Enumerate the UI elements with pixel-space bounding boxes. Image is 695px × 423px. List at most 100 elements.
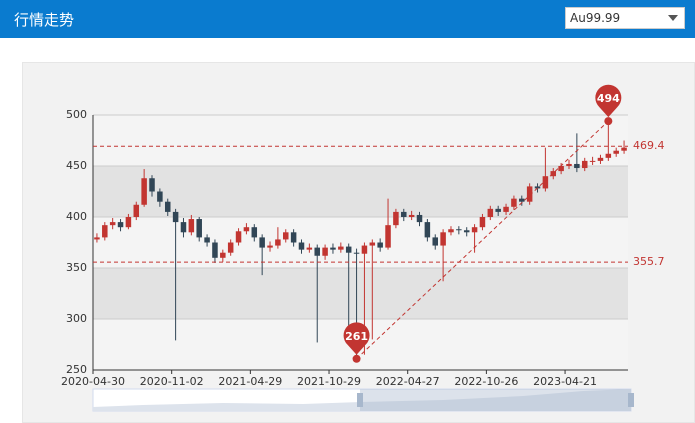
candle-body	[188, 219, 195, 233]
candle-body	[196, 219, 202, 238]
split-area	[93, 268, 628, 319]
candle-body	[306, 247, 313, 250]
mark-line-label: 469.4	[633, 139, 665, 152]
candle-body	[369, 242, 376, 246]
header-bar: 行情走势 Au99.99	[0, 0, 695, 38]
candle-body	[172, 211, 179, 223]
candle-body	[109, 222, 116, 226]
y-tick-label: 250	[66, 363, 87, 376]
split-area	[93, 166, 628, 217]
candle-body	[227, 242, 234, 253]
candle-body	[235, 231, 242, 243]
candle-body	[141, 178, 147, 205]
candle-body	[275, 239, 281, 246]
candle-body	[495, 208, 501, 212]
candle-body	[204, 237, 210, 243]
x-tick-label: 2023-04-21	[533, 375, 597, 388]
candle-body	[542, 176, 549, 189]
candle-body	[471, 227, 478, 233]
zoom-handle[interactable]	[628, 393, 634, 407]
candle-body	[251, 227, 258, 238]
mark-point-dot	[352, 354, 361, 363]
candle-body	[345, 246, 352, 253]
x-tick-label: 2022-04-27	[376, 375, 440, 388]
candle-body	[243, 227, 250, 232]
candle-body	[338, 246, 344, 250]
mark-point-label: 261	[345, 330, 368, 343]
candle-body	[613, 150, 619, 154]
candle-body	[157, 191, 163, 202]
mark-point-label: 494	[597, 92, 620, 105]
split-area	[93, 115, 628, 166]
y-tick-label: 400	[66, 210, 87, 223]
candle-body	[102, 225, 108, 238]
candle-body	[440, 232, 446, 246]
candle-body	[479, 217, 486, 228]
candle-body	[534, 186, 541, 189]
candle-body	[408, 214, 415, 217]
y-tick-label: 350	[66, 261, 87, 274]
candle-body	[290, 232, 297, 243]
candle-body	[353, 252, 360, 254]
x-tick-label: 2022-10-26	[454, 375, 518, 388]
candle-body	[448, 229, 454, 233]
candle-body	[574, 163, 580, 169]
candle-body	[526, 186, 533, 202]
zoom-handle[interactable]	[357, 393, 363, 407]
candle-body	[424, 222, 431, 238]
candle-body	[125, 217, 132, 228]
x-tick-label: 2020-11-02	[140, 375, 204, 388]
x-tick-label: 2021-04-29	[218, 375, 282, 388]
chart-panel: 250 300 350 400 450 500 2020-04-30 2020-11-02 20…	[22, 62, 695, 423]
candle-body	[511, 198, 517, 207]
candle-body	[393, 211, 399, 226]
candle-body	[212, 242, 218, 258]
candle-body	[401, 211, 407, 217]
candle-body	[361, 245, 368, 254]
candle-body	[605, 153, 612, 158]
y-tick-label: 450	[66, 159, 87, 172]
zoom-window[interactable]	[360, 389, 631, 411]
candle-body	[377, 242, 383, 248]
candle-body	[385, 225, 391, 248]
y-tick-label: 300	[66, 312, 87, 325]
candle-body	[94, 237, 100, 240]
candle-body	[597, 157, 604, 161]
mark-point-pin	[343, 322, 370, 355]
mark-point-dot	[604, 117, 613, 126]
candle-body	[463, 230, 470, 233]
split-area	[93, 217, 628, 268]
candle-body	[550, 171, 557, 177]
y-tick-label: 500	[66, 108, 87, 121]
mark-point-pin	[595, 84, 622, 118]
dropdown-arrow	[668, 15, 678, 21]
candle-body	[149, 178, 155, 192]
candle-body	[298, 242, 305, 250]
candle-body	[330, 247, 336, 250]
candle-body	[259, 237, 265, 248]
candle-body	[220, 252, 226, 258]
candle-body	[503, 206, 509, 212]
chart: 250 300 350 400 450 500 2020-04-30 2020-11-02 20…	[61, 84, 665, 412]
data-zoom[interactable]	[92, 388, 634, 412]
candle-body	[416, 214, 423, 223]
candle-body	[164, 201, 171, 212]
candle-body	[322, 247, 328, 256]
trend-line	[356, 120, 609, 360]
candle-body	[180, 222, 187, 233]
candle-body	[283, 232, 289, 240]
candle-body	[456, 229, 462, 231]
candle-body	[589, 160, 596, 162]
candle-body	[267, 245, 273, 248]
candle-body	[314, 247, 320, 256]
candle-body	[487, 208, 494, 217]
candle-body	[519, 198, 525, 202]
mark-line-label: 355.7	[633, 255, 665, 268]
select-value: Au99.99	[570, 11, 621, 25]
candle-body	[117, 222, 124, 228]
x-tick-label: 2020-04-30	[61, 375, 125, 388]
candle-body	[581, 160, 588, 169]
page-title: 行情走势	[14, 11, 75, 29]
symbol-select[interactable]: Au99.99	[565, 7, 685, 29]
candle-body	[621, 147, 627, 151]
